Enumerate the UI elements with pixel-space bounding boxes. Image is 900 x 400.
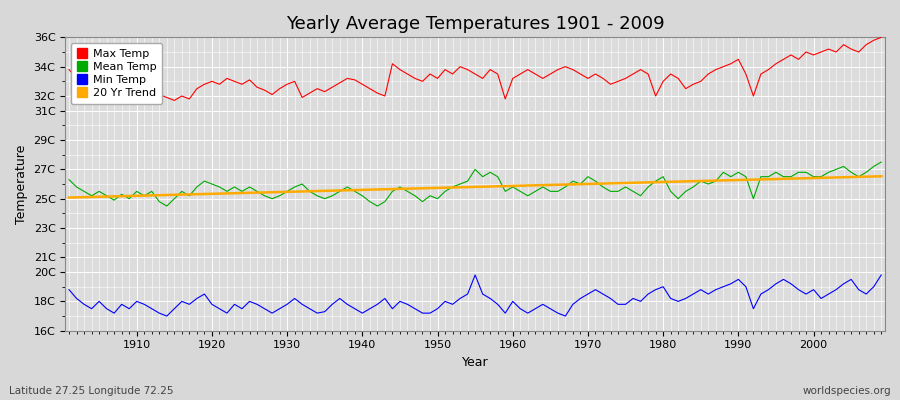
Y-axis label: Temperature: Temperature bbox=[15, 144, 28, 224]
Legend: Max Temp, Mean Temp, Min Temp, 20 Yr Trend: Max Temp, Mean Temp, Min Temp, 20 Yr Tre… bbox=[71, 43, 162, 104]
Text: worldspecies.org: worldspecies.org bbox=[803, 386, 891, 396]
X-axis label: Year: Year bbox=[462, 356, 489, 369]
Title: Yearly Average Temperatures 1901 - 2009: Yearly Average Temperatures 1901 - 2009 bbox=[286, 15, 664, 33]
Text: Latitude 27.25 Longitude 72.25: Latitude 27.25 Longitude 72.25 bbox=[9, 386, 174, 396]
